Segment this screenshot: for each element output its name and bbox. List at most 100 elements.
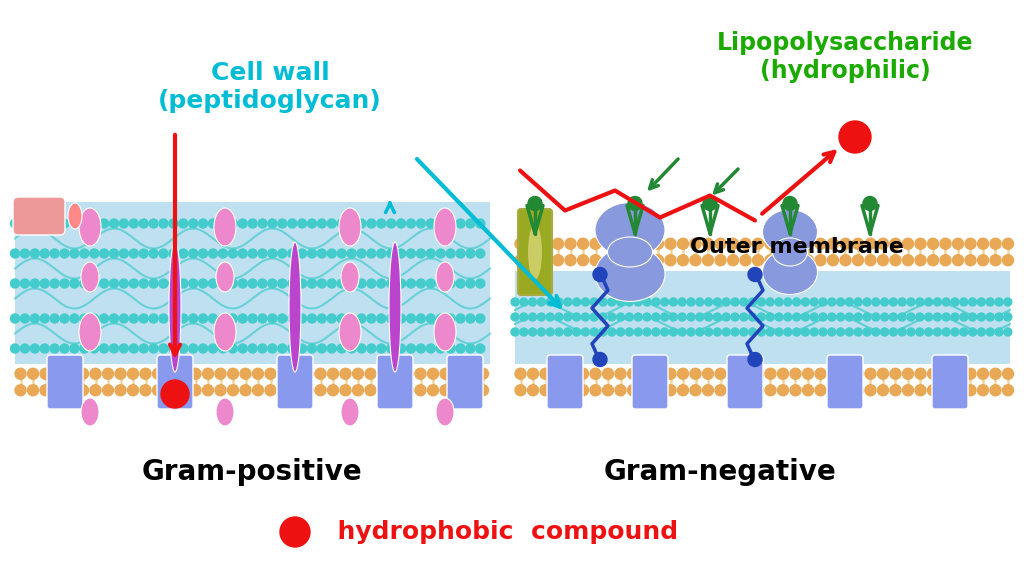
Circle shape: [890, 368, 901, 379]
Circle shape: [827, 313, 836, 321]
Circle shape: [810, 328, 818, 336]
Circle shape: [453, 368, 464, 379]
Circle shape: [643, 328, 651, 336]
Circle shape: [128, 384, 138, 396]
Text: Gram-negative: Gram-negative: [603, 458, 837, 486]
Circle shape: [357, 344, 366, 353]
Circle shape: [777, 384, 788, 396]
Circle shape: [99, 219, 109, 228]
Circle shape: [634, 313, 642, 321]
Circle shape: [599, 328, 607, 336]
Circle shape: [328, 249, 336, 258]
Circle shape: [628, 384, 639, 396]
Circle shape: [476, 219, 484, 228]
Circle shape: [863, 298, 871, 306]
Circle shape: [572, 328, 581, 336]
Circle shape: [290, 384, 301, 396]
Circle shape: [466, 249, 475, 258]
FancyBboxPatch shape: [47, 355, 83, 409]
Circle shape: [890, 328, 897, 336]
Circle shape: [572, 313, 581, 321]
Circle shape: [80, 219, 89, 228]
Circle shape: [65, 384, 76, 396]
Circle shape: [951, 328, 959, 336]
Circle shape: [952, 384, 964, 396]
Circle shape: [129, 249, 138, 258]
Circle shape: [129, 219, 138, 228]
Circle shape: [248, 314, 257, 323]
Circle shape: [90, 219, 98, 228]
Circle shape: [878, 368, 889, 379]
Circle shape: [179, 279, 187, 288]
Circle shape: [258, 249, 267, 258]
Circle shape: [456, 219, 465, 228]
Circle shape: [278, 384, 289, 396]
Circle shape: [52, 384, 63, 396]
Circle shape: [952, 238, 964, 249]
Circle shape: [248, 219, 257, 228]
Circle shape: [169, 249, 178, 258]
Circle shape: [540, 238, 551, 249]
Circle shape: [727, 238, 738, 249]
Ellipse shape: [169, 242, 181, 372]
Circle shape: [80, 344, 89, 353]
Circle shape: [477, 384, 488, 396]
Circle shape: [90, 368, 101, 379]
Circle shape: [317, 219, 327, 228]
Circle shape: [40, 368, 51, 379]
Circle shape: [440, 384, 451, 396]
Circle shape: [802, 298, 809, 306]
Circle shape: [203, 368, 213, 379]
Circle shape: [555, 313, 563, 321]
Circle shape: [199, 279, 208, 288]
FancyBboxPatch shape: [518, 209, 552, 295]
Circle shape: [188, 219, 198, 228]
Circle shape: [203, 384, 213, 396]
Circle shape: [952, 255, 964, 266]
Ellipse shape: [216, 398, 234, 426]
Circle shape: [70, 249, 79, 258]
Circle shape: [150, 219, 158, 228]
Circle shape: [777, 368, 788, 379]
Circle shape: [722, 328, 730, 336]
Circle shape: [209, 219, 217, 228]
Circle shape: [417, 344, 425, 353]
Circle shape: [695, 328, 703, 336]
Circle shape: [1002, 255, 1014, 266]
Circle shape: [898, 328, 906, 336]
Circle shape: [179, 344, 187, 353]
Text: Lipopolysaccharide
(hydrophilic): Lipopolysaccharide (hydrophilic): [717, 31, 973, 83]
Circle shape: [652, 368, 664, 379]
Circle shape: [969, 328, 977, 336]
Circle shape: [31, 249, 39, 258]
Circle shape: [407, 344, 416, 353]
Ellipse shape: [763, 249, 817, 295]
Circle shape: [915, 328, 924, 336]
Circle shape: [78, 368, 88, 379]
Circle shape: [715, 384, 726, 396]
Circle shape: [328, 384, 339, 396]
Circle shape: [520, 313, 527, 321]
Circle shape: [942, 313, 950, 321]
Circle shape: [670, 328, 678, 336]
Circle shape: [965, 238, 976, 249]
Circle shape: [377, 249, 386, 258]
Circle shape: [367, 344, 376, 353]
Circle shape: [110, 219, 119, 228]
Circle shape: [70, 219, 79, 228]
Circle shape: [140, 384, 151, 396]
Circle shape: [20, 219, 30, 228]
Circle shape: [188, 249, 198, 258]
Circle shape: [40, 219, 49, 228]
Circle shape: [426, 279, 435, 288]
Circle shape: [80, 279, 89, 288]
Circle shape: [907, 328, 915, 336]
Circle shape: [765, 384, 776, 396]
Circle shape: [715, 368, 726, 379]
Circle shape: [722, 298, 730, 306]
Circle shape: [328, 368, 339, 379]
Circle shape: [10, 314, 19, 323]
Circle shape: [456, 344, 465, 353]
Circle shape: [317, 279, 327, 288]
Circle shape: [940, 368, 951, 379]
